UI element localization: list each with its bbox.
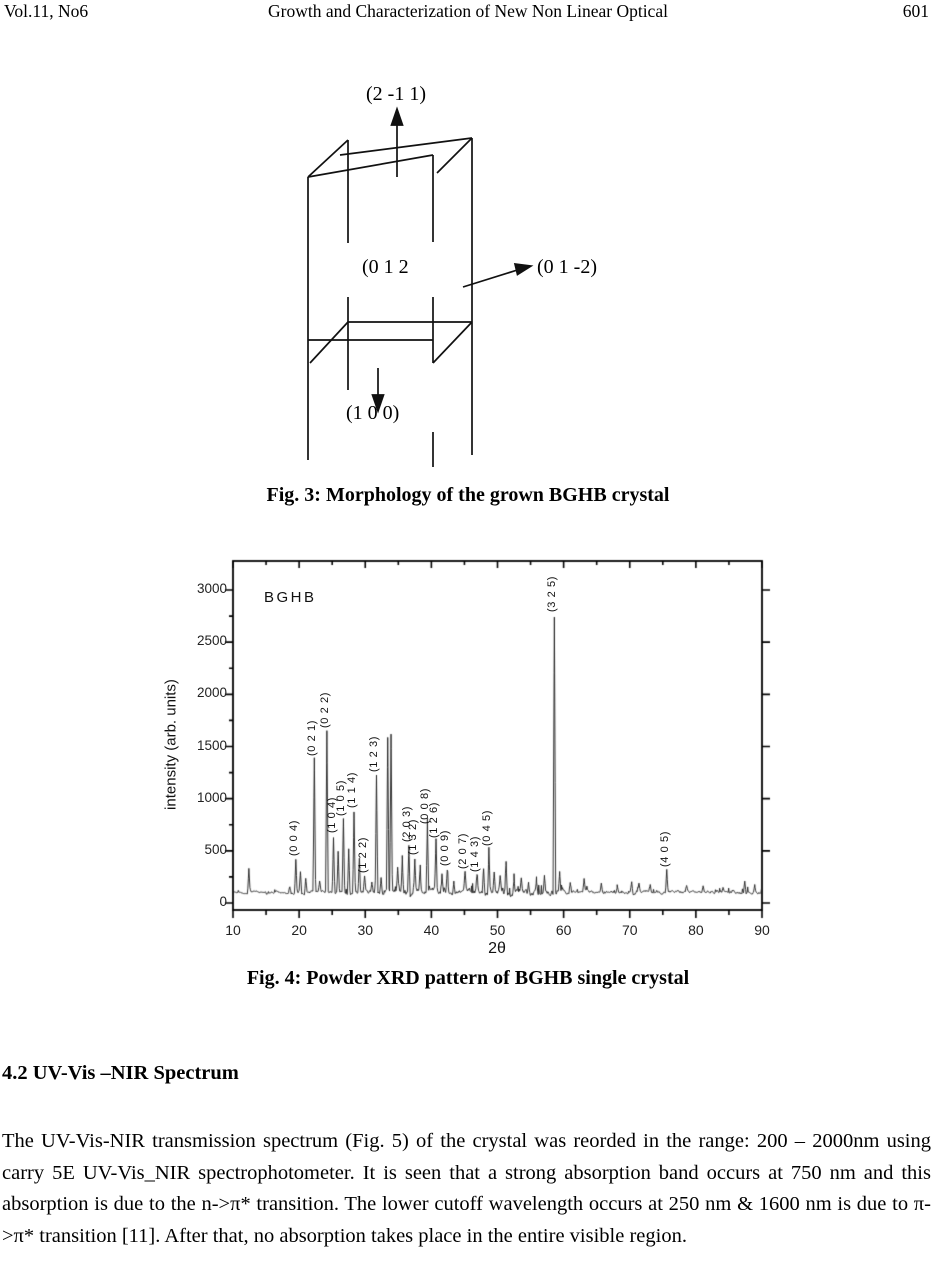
y-tick-label: 1000 — [196, 789, 227, 805]
x-axis-label: 2θ — [488, 940, 506, 957]
peak-label: (1 1 4) — [346, 772, 358, 809]
y-tick-label: 500 — [204, 841, 227, 857]
page-number: 601 — [902, 1, 929, 21]
xrd-chart: intensity (arb. units) 2θ BGHB 0 500 1000 1… — [160, 552, 820, 967]
peak-label: (1 2 3) — [368, 735, 381, 772]
x-tick-label: 20 — [291, 922, 307, 938]
figure3-caption: Fig. 3: Morphology of the grown BGHB cry… — [266, 484, 670, 506]
face-label-01-2: (0 1 -2) — [537, 256, 597, 278]
x-tick-label: 50 — [489, 922, 506, 938]
peak-label: (1 4 3) — [469, 835, 481, 872]
x-tick-label: 60 — [555, 922, 572, 938]
peak-label: (0 4 5) — [480, 809, 493, 846]
sample-name-annotation: BGHB — [264, 589, 317, 606]
y-tick-label: 2000 — [196, 685, 227, 701]
x-tick-label: 30 — [357, 922, 374, 938]
peak-label: (0 0 4) — [287, 820, 300, 857]
xrd-plot-canvas — [160, 552, 820, 967]
page-header: Vol.11, No6 Growth and Characterization … — [0, 1, 936, 25]
y-tick-label: 3000 — [196, 581, 227, 596]
peak-label: (3 2 5) — [546, 576, 559, 613]
x-tick-label: 70 — [621, 922, 638, 938]
arrow-down-head — [371, 394, 385, 414]
peak-label: (0 0 9) — [439, 829, 452, 866]
journal-volume: Vol.11, No6 — [4, 1, 89, 21]
y-tick-label: 0 — [219, 894, 227, 909]
crystal-morphology-figure: (2 -1 1) (0 1 2 (0 1 -2) (1 0 0) — [290, 75, 635, 477]
figure4-caption: Fig. 4: Powder XRD pattern of BGHB singl… — [246, 967, 690, 989]
x-tick-label: 80 — [688, 922, 704, 938]
peak-label: (0 2 2) — [318, 691, 331, 728]
face-label-012: (0 1 2 — [362, 256, 409, 278]
arrow-right-shaft — [462, 268, 520, 288]
running-title: Growth and Characterization of New Non L… — [268, 1, 668, 21]
peak-label: (1 2 2) — [356, 836, 369, 873]
arrow-up-head — [390, 106, 404, 126]
peak-label: (1 3 2) — [406, 819, 419, 856]
body-paragraph: The UV-Vis-NIR transmission spectrum (Fi… — [2, 1130, 931, 1248]
y-tick-label: 1500 — [196, 737, 227, 753]
x-tick-label: 90 — [754, 922, 770, 938]
crystal-line-drawing — [307, 106, 534, 467]
x-tick-label: 40 — [423, 922, 440, 938]
face-label-100: (1 0 0) — [346, 402, 400, 424]
peak-label: (0 2 1) — [306, 720, 319, 757]
section-heading: 4.2 UV-Vis –NIR Spectrum — [2, 1062, 239, 1084]
x-tick-label: 10 — [225, 922, 241, 938]
face-label-2-11: (2 -1 1) — [366, 83, 426, 105]
peak-label: (4 0 5) — [658, 830, 671, 867]
peak-label: (2 0 7) — [457, 832, 470, 869]
y-tick-label: 2500 — [196, 633, 227, 649]
arrow-right-head — [513, 263, 534, 276]
